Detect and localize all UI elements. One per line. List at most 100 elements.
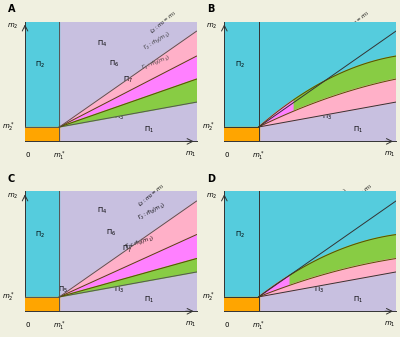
Text: $\Gamma_2: \hat{m}_2(m_1)$: $\Gamma_2: \hat{m}_2(m_1)$ (136, 201, 168, 223)
Text: $L_2: m_2=m_1$: $L_2: m_2=m_1$ (344, 181, 375, 209)
Polygon shape (224, 191, 259, 297)
Text: $\Pi_7^+$: $\Pi_7^+$ (136, 261, 148, 273)
Polygon shape (259, 31, 396, 127)
Text: $L_1: m_2=k_2m_1/k_1$: $L_1: m_2=k_2m_1/k_1$ (140, 93, 186, 111)
Polygon shape (25, 191, 59, 297)
Polygon shape (224, 22, 396, 142)
Text: $m_1$: $m_1$ (185, 320, 196, 329)
Text: $m_2^*$: $m_2^*$ (2, 120, 15, 134)
Text: $\Gamma_2: \hat{m}_2(m_1)$: $\Gamma_2: \hat{m}_2(m_1)$ (319, 186, 350, 209)
Text: C: C (8, 174, 15, 184)
Text: $m_1$: $m_1$ (384, 150, 396, 159)
Text: $\Pi_3$: $\Pi_3$ (114, 112, 124, 122)
Text: $m_1^*$: $m_1^*$ (53, 320, 66, 333)
Text: $0$: $0$ (25, 320, 31, 329)
Text: $\Pi_4^+$: $\Pi_4^+$ (330, 261, 342, 273)
Text: $m_1$: $m_1$ (185, 150, 196, 159)
Text: $\Pi_4$: $\Pi_4$ (97, 206, 107, 216)
Polygon shape (25, 127, 59, 142)
Polygon shape (224, 191, 396, 311)
Polygon shape (259, 191, 396, 297)
Text: $\Pi_1$: $\Pi_1$ (353, 295, 363, 305)
Polygon shape (25, 297, 59, 311)
Text: $\Gamma_1: \hat{m}_2(m_1)$: $\Gamma_1: \hat{m}_2(m_1)$ (327, 234, 359, 252)
Text: $0$: $0$ (25, 150, 31, 159)
Polygon shape (259, 258, 396, 297)
Text: $\Gamma_1: \hat{m}_2(m_1)$: $\Gamma_1: \hat{m}_2(m_1)$ (331, 56, 362, 75)
Text: B: B (207, 4, 214, 14)
Text: $\Pi_6$: $\Pi_6$ (106, 227, 116, 238)
Polygon shape (259, 22, 396, 127)
Polygon shape (59, 235, 196, 297)
Text: $L_1: m_2=k_2m_1/k_1$: $L_1: m_2=k_2m_1/k_1$ (336, 93, 382, 111)
Text: $\Pi_0$: $\Pi_0$ (235, 297, 245, 307)
Polygon shape (59, 258, 196, 297)
Text: D: D (207, 174, 215, 184)
Polygon shape (59, 79, 196, 127)
Text: $\Pi_6$: $\Pi_6$ (291, 233, 302, 243)
Polygon shape (259, 276, 289, 297)
Text: $L_2: m_2=m_1$: $L_2: m_2=m_1$ (136, 181, 167, 209)
Text: $m_2^*$: $m_2^*$ (202, 120, 214, 134)
Text: $\Pi_3$: $\Pi_3$ (114, 285, 124, 295)
Polygon shape (59, 56, 196, 127)
Text: $\Pi_2$: $\Pi_2$ (36, 60, 46, 70)
Text: $\Pi_0$: $\Pi_0$ (35, 297, 46, 307)
Text: $\Pi_6$: $\Pi_6$ (109, 59, 119, 69)
Polygon shape (259, 235, 396, 297)
Polygon shape (259, 100, 293, 127)
Text: $\Gamma_1: \hat{m}_2(m_1)$: $\Gamma_1: \hat{m}_2(m_1)$ (140, 52, 172, 72)
Text: $\Gamma_2: \hat{m}_2(m_1)$: $\Gamma_2: \hat{m}_2(m_1)$ (272, 32, 304, 55)
Text: $\Pi_2$: $\Pi_2$ (235, 230, 245, 240)
Text: $m_1^*$: $m_1^*$ (252, 320, 265, 333)
Text: $\Gamma_2: \hat{m}_2(m_1)$: $\Gamma_2: \hat{m}_2(m_1)$ (142, 30, 172, 53)
Text: $m_2$: $m_2$ (206, 22, 218, 31)
Text: $0$: $0$ (224, 150, 230, 159)
Text: $m_2$: $m_2$ (7, 22, 18, 31)
Text: $\Pi_5$: $\Pi_5$ (58, 285, 68, 295)
Text: $m_1^*$: $m_1^*$ (53, 150, 66, 163)
Text: $\Pi_3$: $\Pi_3$ (322, 112, 332, 122)
Text: $m_2^*$: $m_2^*$ (202, 290, 214, 304)
Text: $L_1: m_2=k_2m_1/k_1$: $L_1: m_2=k_2m_1/k_1$ (336, 266, 382, 284)
Polygon shape (25, 22, 59, 127)
Polygon shape (25, 22, 196, 142)
Text: $\Pi_4^+$: $\Pi_4^+$ (321, 25, 333, 38)
Text: $\Pi_7^+$: $\Pi_7^+$ (318, 59, 330, 71)
Polygon shape (259, 201, 396, 297)
Text: $m_1^*$: $m_1^*$ (252, 150, 265, 163)
Text: $L_2: m_2=m_1$: $L_2: m_2=m_1$ (148, 9, 179, 36)
Polygon shape (224, 127, 259, 142)
Text: $\Pi_2$: $\Pi_2$ (36, 230, 46, 240)
Text: $\Gamma_1: \hat{m}_2(m_1)$: $\Gamma_1: \hat{m}_2(m_1)$ (124, 234, 156, 252)
Text: $\Pi_4$: $\Pi_4$ (97, 38, 107, 49)
Text: $\Pi_7^+$: $\Pi_7^+$ (321, 234, 333, 246)
Text: $\Pi_0$: $\Pi_0$ (35, 127, 46, 137)
Text: $\Pi_3$: $\Pi_3$ (314, 285, 324, 295)
Text: $\Pi_6$: $\Pi_6$ (279, 65, 290, 75)
Text: $L_2: m_2=m_1$: $L_2: m_2=m_1$ (341, 9, 372, 36)
Text: $0$: $0$ (224, 320, 230, 329)
Polygon shape (59, 201, 196, 297)
Polygon shape (224, 297, 259, 311)
Text: $\Pi_4^+$: $\Pi_4^+$ (330, 83, 342, 95)
Text: $\Pi_4$: $\Pi_4$ (291, 211, 302, 221)
Text: $\Pi_0$: $\Pi_0$ (235, 127, 245, 137)
Text: A: A (8, 4, 15, 14)
Text: $\Pi_5$: $\Pi_5$ (137, 90, 147, 100)
Polygon shape (224, 22, 259, 127)
Polygon shape (25, 191, 196, 311)
Text: $m_2$: $m_2$ (206, 191, 218, 201)
Text: $\Pi_1$: $\Pi_1$ (144, 125, 154, 135)
Text: $\Pi_7$: $\Pi_7$ (123, 74, 133, 85)
Text: $L_1: m_2=k_2m_1/k_1$: $L_1: m_2=k_2m_1/k_1$ (136, 266, 183, 284)
Polygon shape (259, 79, 396, 127)
Text: $m_2^*$: $m_2^*$ (2, 290, 15, 304)
Text: $\Pi_4$: $\Pi_4$ (291, 41, 302, 51)
Polygon shape (59, 31, 196, 127)
Polygon shape (259, 56, 396, 127)
Text: $\Pi_1$: $\Pi_1$ (144, 295, 154, 305)
Text: $\Pi_7^+$: $\Pi_7^+$ (122, 243, 134, 255)
Text: $m_2$: $m_2$ (7, 191, 18, 201)
Text: $\Pi_1$: $\Pi_1$ (353, 125, 363, 135)
